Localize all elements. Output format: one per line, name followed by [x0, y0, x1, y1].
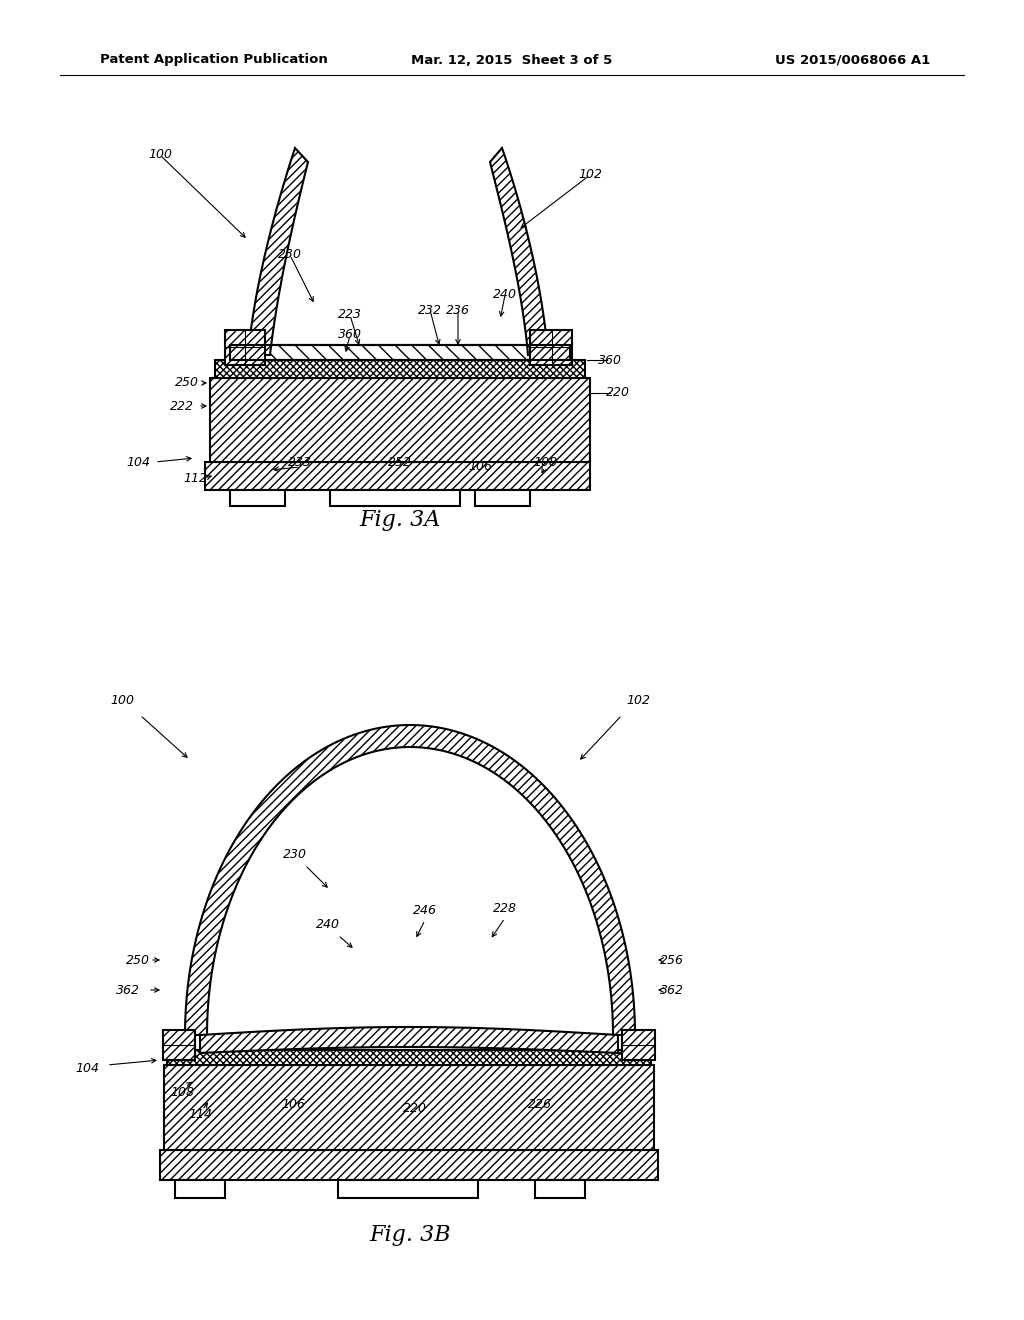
- Text: 236: 236: [446, 304, 470, 317]
- Text: US 2015/0068066 A1: US 2015/0068066 A1: [775, 54, 930, 66]
- Text: 226: 226: [528, 1098, 552, 1111]
- Polygon shape: [205, 462, 590, 490]
- Text: 230: 230: [278, 248, 302, 261]
- Polygon shape: [210, 378, 590, 462]
- Bar: [338, 1180, 478, 1199]
- Text: 252: 252: [388, 455, 412, 469]
- Text: 102: 102: [626, 693, 650, 706]
- Text: Patent Application Publication: Patent Application Publication: [100, 54, 328, 66]
- Text: 112: 112: [183, 471, 207, 484]
- Text: 233: 233: [288, 455, 312, 469]
- Text: 108: 108: [170, 1085, 194, 1098]
- Polygon shape: [215, 360, 585, 378]
- Bar: [230, 490, 285, 506]
- Text: 114: 114: [188, 1109, 212, 1122]
- Text: 228: 228: [493, 902, 517, 915]
- Text: 250: 250: [126, 953, 150, 966]
- Text: 362: 362: [660, 983, 684, 997]
- Polygon shape: [248, 148, 308, 355]
- Polygon shape: [160, 1150, 658, 1180]
- Polygon shape: [164, 1065, 654, 1150]
- Text: 232: 232: [418, 304, 442, 317]
- Text: 100: 100: [148, 149, 172, 161]
- Text: 102: 102: [578, 169, 602, 181]
- Text: 360: 360: [598, 354, 622, 367]
- Text: 104: 104: [126, 455, 150, 469]
- Text: 108: 108: [534, 455, 557, 469]
- Polygon shape: [225, 330, 265, 366]
- Text: 362: 362: [116, 983, 140, 997]
- Text: Mar. 12, 2015  Sheet 3 of 5: Mar. 12, 2015 Sheet 3 of 5: [412, 54, 612, 66]
- Text: 106: 106: [281, 1098, 305, 1111]
- Text: 250: 250: [175, 376, 199, 389]
- Text: 360: 360: [338, 329, 362, 342]
- Text: 240: 240: [493, 289, 517, 301]
- Text: Fig. 3A: Fig. 3A: [359, 510, 440, 531]
- Polygon shape: [200, 1027, 618, 1053]
- Text: 240: 240: [316, 919, 340, 932]
- Text: 220: 220: [606, 387, 630, 400]
- Bar: [230, 345, 570, 360]
- Text: 222: 222: [170, 400, 194, 412]
- Text: 220: 220: [403, 1101, 427, 1114]
- Polygon shape: [185, 725, 635, 1035]
- Text: Fig. 3B: Fig. 3B: [370, 1224, 451, 1246]
- Bar: [175, 1180, 225, 1199]
- Polygon shape: [167, 1049, 651, 1065]
- Polygon shape: [530, 330, 572, 366]
- Bar: [475, 490, 530, 506]
- Text: 104: 104: [75, 1061, 99, 1074]
- Text: 100: 100: [110, 693, 134, 706]
- Polygon shape: [490, 148, 548, 355]
- Text: 106: 106: [468, 459, 492, 473]
- Text: 256: 256: [660, 953, 684, 966]
- Polygon shape: [622, 1030, 655, 1060]
- Text: 230: 230: [283, 849, 307, 862]
- Text: 246: 246: [413, 903, 437, 916]
- Bar: [535, 1180, 585, 1199]
- Text: 223: 223: [338, 309, 362, 322]
- Polygon shape: [163, 1030, 195, 1060]
- Bar: [330, 490, 460, 506]
- Polygon shape: [230, 345, 570, 360]
